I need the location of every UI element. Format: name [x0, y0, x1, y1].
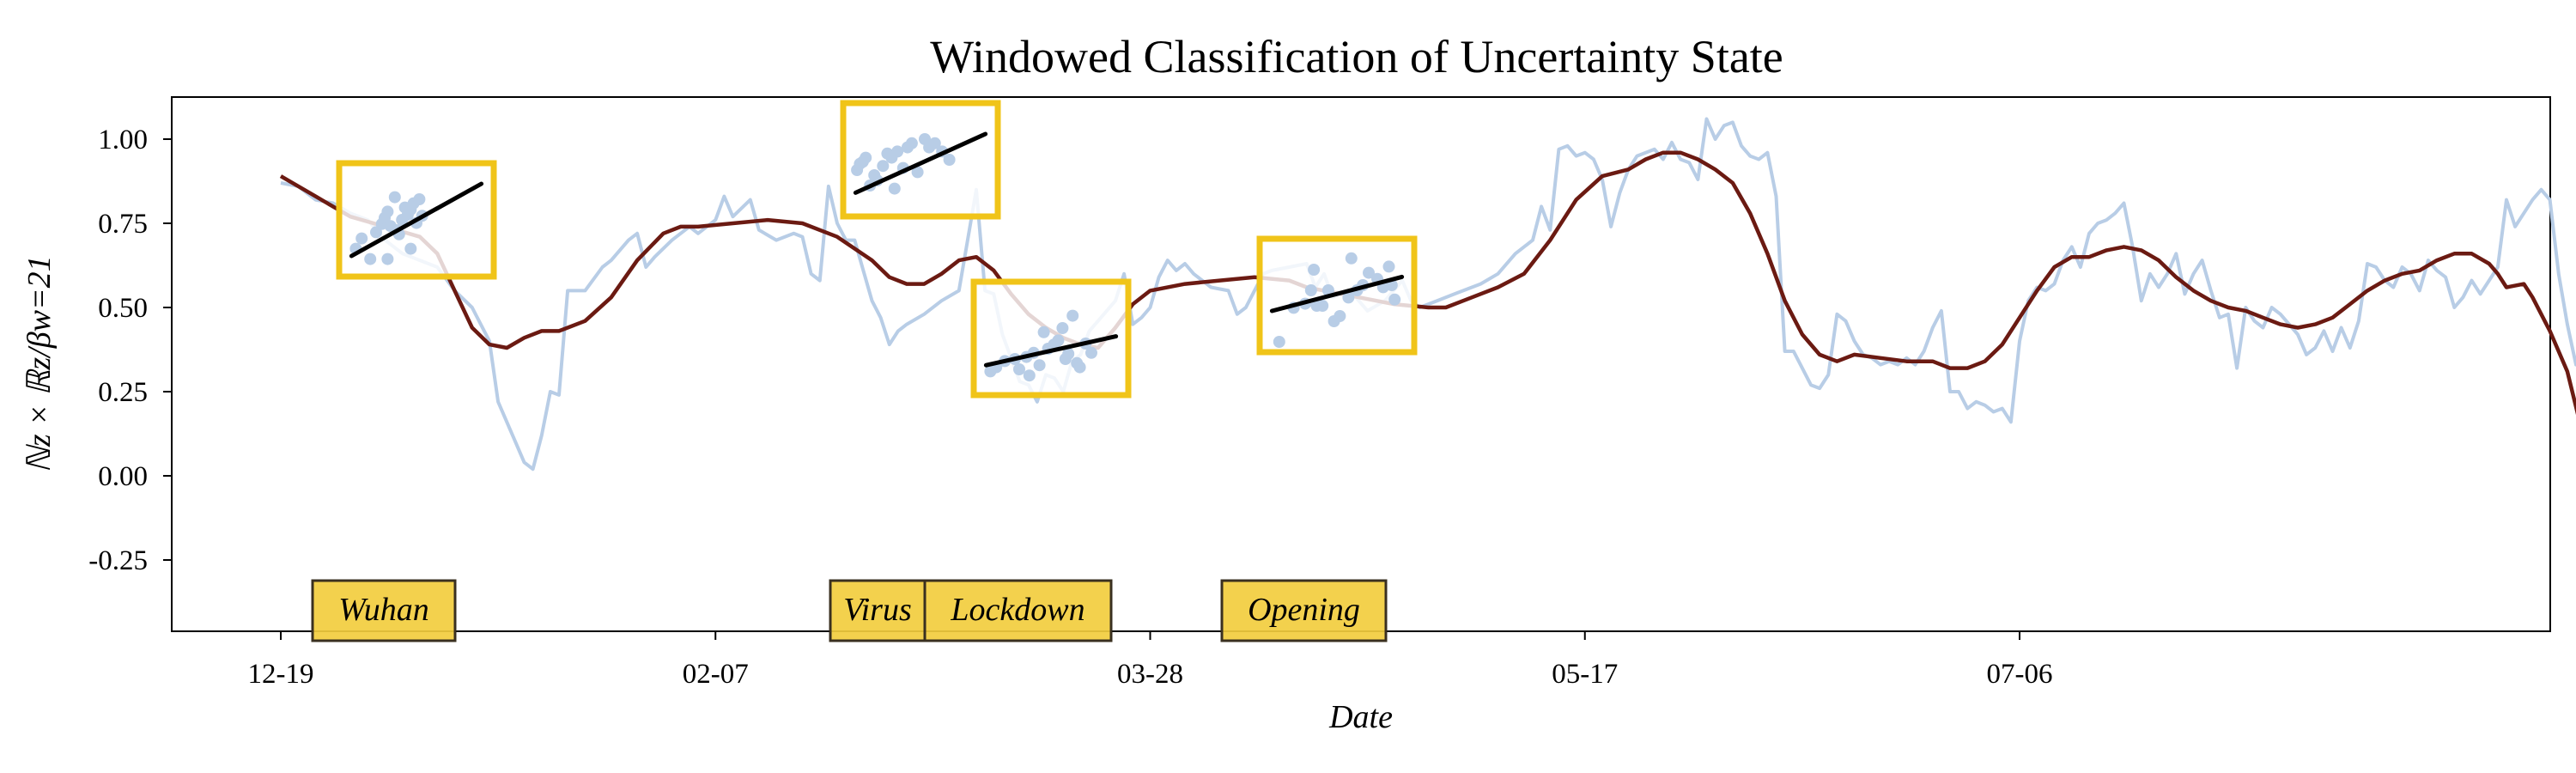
- window-point: [1363, 266, 1375, 279]
- window-point: [1334, 310, 1346, 322]
- window-point: [1273, 336, 1285, 348]
- event-annotation: Lockdown: [923, 579, 1113, 642]
- window-point: [905, 137, 918, 149]
- window-point: [1059, 353, 1072, 365]
- window-point: [1033, 359, 1046, 372]
- window-inset: [840, 100, 1001, 220]
- event-label: Opening: [1248, 592, 1360, 628]
- x-tick-label: 03-28: [1117, 659, 1183, 690]
- window-point: [877, 160, 890, 173]
- event-annotation: Virus: [829, 579, 927, 642]
- window-point: [1013, 363, 1025, 375]
- y-tick-label: 0.00: [98, 461, 148, 492]
- window-inset-frame: [970, 278, 1132, 399]
- event-label: Wuhan: [338, 592, 429, 628]
- smoothed-series-line: [279, 150, 2576, 416]
- window-point: [364, 253, 377, 265]
- x-tick-label: 07-06: [1987, 659, 2053, 690]
- window-point: [1316, 300, 1329, 312]
- window-inset: [1256, 235, 1418, 356]
- window-point: [860, 151, 872, 164]
- window-point: [413, 193, 426, 205]
- y-axis-ticks: 1.00 0.75 0.50 0.25 0.00 -0.25: [88, 125, 172, 576]
- window-inset: [336, 160, 497, 280]
- window-point: [388, 191, 401, 204]
- window-point: [911, 166, 924, 179]
- window-point: [1388, 293, 1401, 306]
- window-point: [891, 145, 904, 158]
- y-axis-label: ℕz × ℝz/βw=21: [21, 255, 58, 472]
- x-axis-ticks: 12-19 02-07 03-28 05-17 07-06: [248, 631, 2053, 690]
- window-point: [381, 205, 394, 218]
- event-annotation: Opening: [1220, 579, 1388, 642]
- window-point: [404, 242, 417, 255]
- window-point: [1066, 309, 1079, 322]
- window-point: [1308, 264, 1321, 276]
- raw-series-line: [280, 117, 2576, 472]
- x-axis-label: Date: [1328, 699, 1393, 735]
- window-point: [928, 137, 941, 149]
- event-box: [829, 579, 927, 642]
- chart-title: Windowed Classification of Uncertainty S…: [930, 31, 1783, 82]
- y-tick-label: 0.25: [98, 377, 148, 408]
- window-point: [1056, 322, 1069, 334]
- window-insets: [336, 100, 1418, 399]
- y-tick-label: 1.00: [98, 125, 148, 155]
- window-fit-line: [349, 181, 484, 259]
- event-label: Virus: [843, 592, 912, 628]
- window-point: [1342, 291, 1355, 304]
- x-tick-label: 02-07: [683, 659, 749, 690]
- window-point: [1037, 326, 1050, 338]
- x-tick-label: 05-17: [1552, 659, 1618, 690]
- window-inset: [970, 278, 1132, 399]
- window-inset-frame: [336, 160, 497, 280]
- window-point: [1073, 361, 1086, 374]
- event-annotations: Wuhan Virus Lockdown Opening: [311, 579, 1388, 642]
- window-fit-line: [853, 131, 988, 195]
- y-tick-label: 0.75: [98, 209, 148, 240]
- y-tick-label: -0.25: [88, 545, 148, 576]
- window-point: [943, 154, 956, 166]
- raw-series: [280, 117, 2576, 472]
- smoothed-series: [279, 150, 2576, 416]
- window-point: [381, 253, 394, 265]
- event-box: [1220, 579, 1388, 642]
- event-annotation: Wuhan: [311, 579, 457, 642]
- y-tick-label: 0.50: [98, 293, 148, 324]
- window-fit-line: [1269, 274, 1405, 313]
- window-point: [1345, 252, 1358, 265]
- plot-frame: [171, 96, 2551, 632]
- window-point: [1023, 369, 1036, 382]
- window-point: [355, 232, 368, 245]
- window-point: [1304, 284, 1317, 296]
- window-point: [1052, 334, 1065, 347]
- window-point: [1085, 346, 1097, 359]
- window-point: [1382, 260, 1395, 273]
- window-inset-frame: [840, 100, 1001, 220]
- event-label: Lockdown: [950, 592, 1084, 628]
- window-inset-frame: [1256, 235, 1418, 356]
- window-fit-line: [983, 334, 1119, 368]
- x-tick-label: 12-19: [248, 659, 314, 690]
- event-box: [923, 579, 1113, 642]
- event-box: [311, 579, 457, 642]
- window-point: [888, 182, 901, 195]
